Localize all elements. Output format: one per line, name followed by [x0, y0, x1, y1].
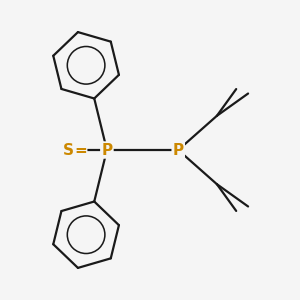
Text: P: P: [101, 142, 112, 158]
Text: =: =: [75, 142, 87, 158]
Text: S: S: [63, 142, 74, 158]
Text: P: P: [173, 142, 184, 158]
